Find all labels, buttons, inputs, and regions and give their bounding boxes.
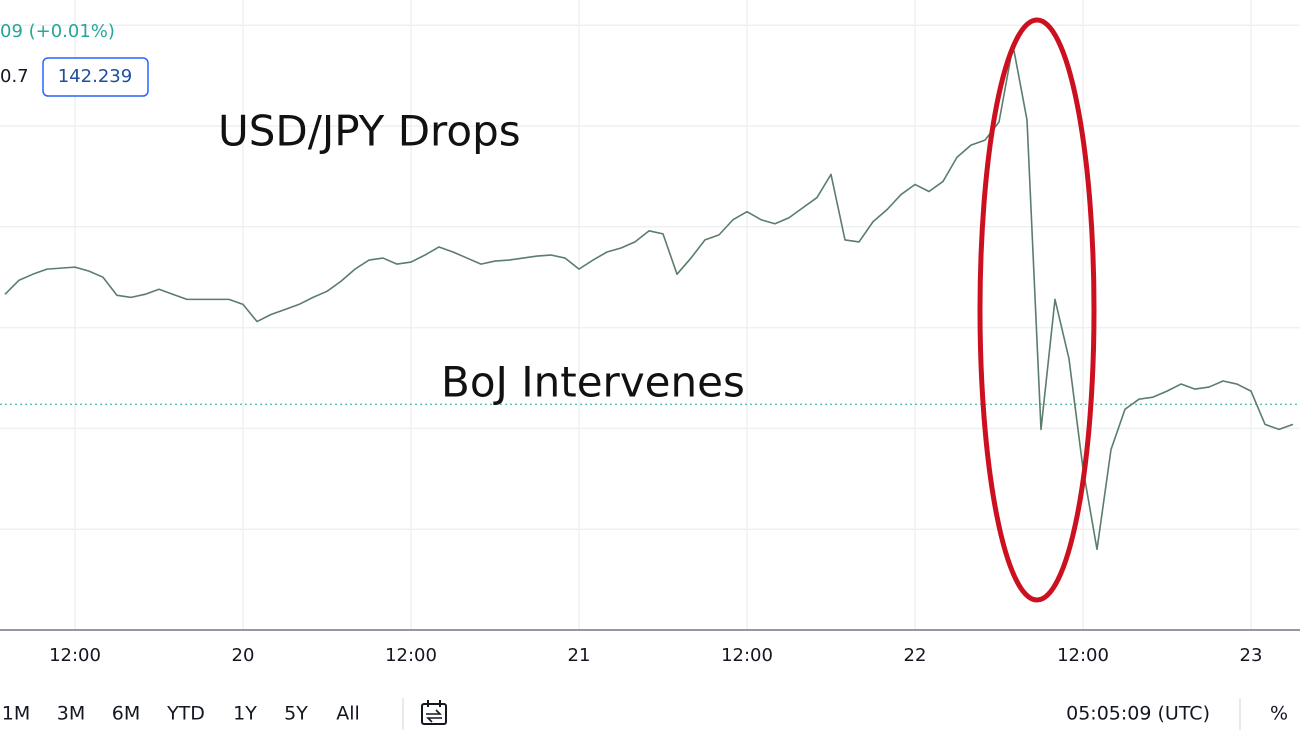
price-box: [42, 57, 149, 97]
x-tick-label: 12:00: [385, 645, 437, 666]
x-tick-label: 20: [232, 645, 255, 666]
volume-text: 0.7: [0, 66, 29, 87]
date-range-button[interactable]: [421, 700, 447, 725]
grid: [0, 0, 1300, 630]
range-button[interactable]: 5Y: [284, 703, 308, 725]
range-button[interactable]: YTD: [166, 703, 205, 725]
toolbar: 1M 3M 6M YTD 1Y 5Y All: [2, 703, 360, 725]
x-tick-label: 23: [1240, 645, 1263, 666]
annotation: BoJ Intervenes: [441, 358, 745, 407]
range-button[interactable]: 1Y: [233, 703, 257, 725]
clock: 05:05:09 (UTC): [1066, 703, 1210, 725]
range-button[interactable]: All: [336, 703, 360, 725]
x-axis: 12:00 20 12:00 21 12:00 22 12:00 23: [49, 645, 1262, 666]
annotation: USD/JPY Drops: [218, 107, 521, 156]
plot: [4, 44, 1294, 551]
price-box-label: 142.239: [58, 66, 132, 87]
x-tick-label: 21: [568, 645, 591, 666]
change-text: 09 (+0.01%): [0, 21, 115, 42]
x-tick-label: 12:00: [1057, 645, 1109, 666]
percent-toggle[interactable]: %: [1270, 703, 1288, 725]
range-button[interactable]: 1M: [2, 703, 30, 725]
x-tick-label: 12:00: [49, 645, 101, 666]
calendar-icon: [421, 703, 447, 725]
calendar-icon: [426, 709, 442, 723]
x-tick-label: 22: [904, 645, 927, 666]
range-button[interactable]: 3M: [57, 703, 85, 725]
range-button[interactable]: 6M: [112, 703, 140, 725]
price-line: [4, 44, 1294, 551]
x-tick-label: 12:00: [721, 645, 773, 666]
highlight-ellipse: [977, 17, 1097, 603]
